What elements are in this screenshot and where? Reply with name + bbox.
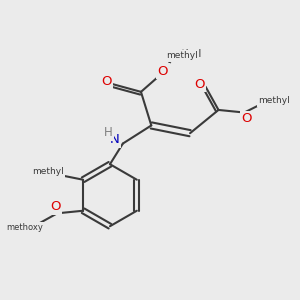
Text: methoxy: methoxy <box>7 223 44 232</box>
Text: O: O <box>158 65 168 78</box>
Text: O: O <box>242 112 252 125</box>
Text: O: O <box>194 78 204 91</box>
Text: H: H <box>104 126 113 139</box>
Text: methyl: methyl <box>166 51 198 60</box>
Text: methyl: methyl <box>32 167 64 176</box>
Text: O: O <box>50 200 60 213</box>
Text: O: O <box>101 75 111 88</box>
Text: methyl: methyl <box>165 50 202 59</box>
Text: methyl: methyl <box>258 96 290 105</box>
Text: N: N <box>110 133 120 146</box>
